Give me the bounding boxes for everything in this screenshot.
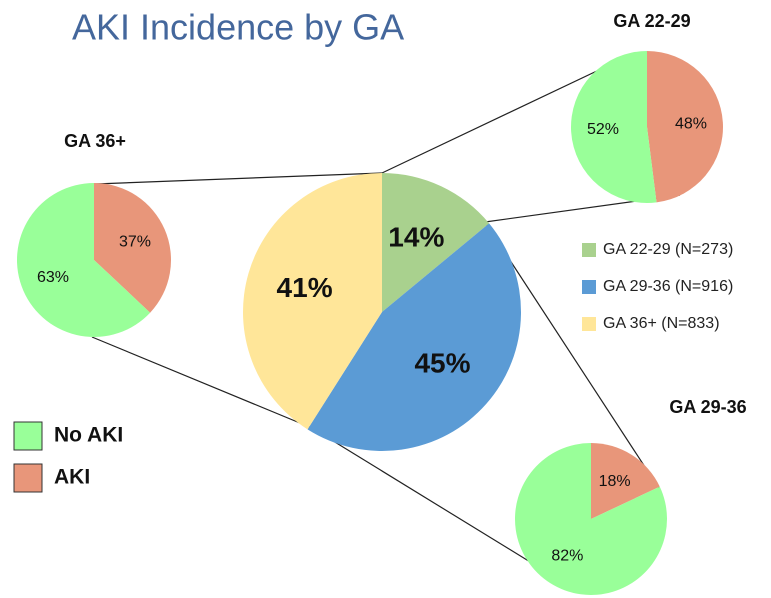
slice-label: 41% xyxy=(277,272,333,303)
legend-label: No AKI xyxy=(54,424,123,447)
legend-label: GA 29-36 (N=916) xyxy=(603,278,733,295)
legend-swatch xyxy=(582,317,596,331)
pie-slice xyxy=(591,443,660,519)
connector xyxy=(311,427,541,569)
legend-label: GA 22-29 (N=273) xyxy=(603,241,733,258)
slice-label: 63% xyxy=(37,269,69,286)
slice-label: 14% xyxy=(388,221,444,252)
slice-label: 45% xyxy=(414,348,470,379)
pie-slice xyxy=(16,183,151,338)
pie-slice xyxy=(243,173,382,430)
legend-label: GA 36+ (N=833) xyxy=(603,315,720,332)
legend-swatch xyxy=(582,243,596,257)
legend-swatch xyxy=(13,463,43,493)
connector xyxy=(94,172,383,185)
slice-label: 37% xyxy=(119,233,151,250)
legend-swatch xyxy=(582,280,596,294)
pie-title: GA 22-29 xyxy=(613,11,690,31)
slice-label: 82% xyxy=(551,547,583,564)
legend-swatch xyxy=(13,421,43,451)
legend-label: AKI xyxy=(54,466,90,489)
slice-label: 48% xyxy=(675,115,707,132)
connector xyxy=(484,221,661,491)
pie-slice xyxy=(382,173,490,312)
pie-slice xyxy=(94,183,171,313)
connector xyxy=(381,59,621,174)
connector xyxy=(91,336,313,429)
pie-title: GA 29-36 xyxy=(669,397,746,417)
pie-slice xyxy=(307,223,521,451)
pie-slice xyxy=(571,51,657,203)
pie-slice xyxy=(515,443,667,596)
slice-label: 52% xyxy=(587,121,619,138)
pie-slice xyxy=(647,51,723,203)
pie-title: GA 36+ xyxy=(64,131,126,151)
connector-lines xyxy=(91,59,681,569)
slice-label: 18% xyxy=(599,473,631,490)
chart-title: AKI Incidence by GA xyxy=(72,7,404,48)
